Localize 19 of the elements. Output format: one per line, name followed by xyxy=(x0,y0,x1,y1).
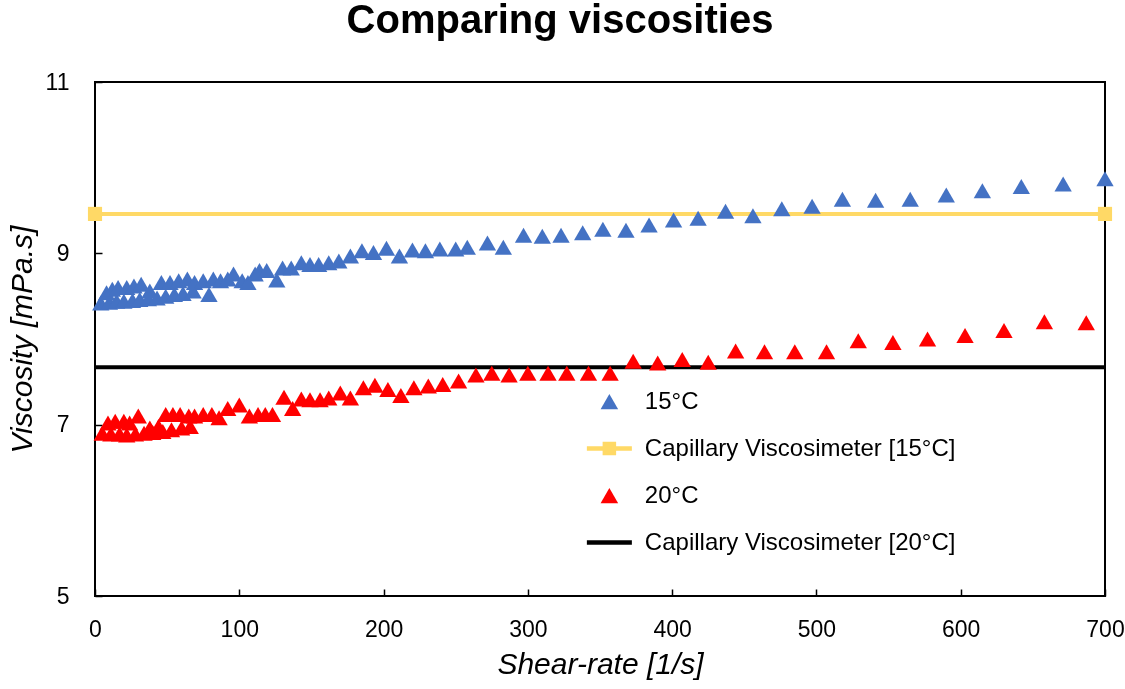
x-axis-title: Shear-rate [1/s] xyxy=(497,646,705,680)
legend-label: Capillary Viscosimeter [15°C] xyxy=(644,433,956,461)
legend-label: Capillary Viscosimeter [20°C] xyxy=(644,527,956,555)
x-tick-label: 100 xyxy=(220,615,259,642)
x-tick-label: 600 xyxy=(942,615,981,642)
y-tick-label: 5 xyxy=(56,582,70,609)
y-tick-label: 7 xyxy=(56,411,70,438)
legend-label: 20°C xyxy=(644,480,699,508)
x-tick-label: 300 xyxy=(509,615,548,642)
chart-title: Comparing viscosities xyxy=(346,0,774,41)
x-tick-label: 200 xyxy=(364,615,404,642)
legend-label: 15°C xyxy=(644,386,699,414)
y-tick-label: 11 xyxy=(45,68,70,95)
x-tick-label: 0 xyxy=(89,615,102,642)
y-axis-title: Viscosity [mPa.s] xyxy=(4,224,38,454)
x-tick-label: 700 xyxy=(1086,615,1125,642)
x-tick-label: 400 xyxy=(653,615,692,642)
x-tick-label: 500 xyxy=(797,615,837,642)
y-tick-label: 9 xyxy=(56,239,70,266)
